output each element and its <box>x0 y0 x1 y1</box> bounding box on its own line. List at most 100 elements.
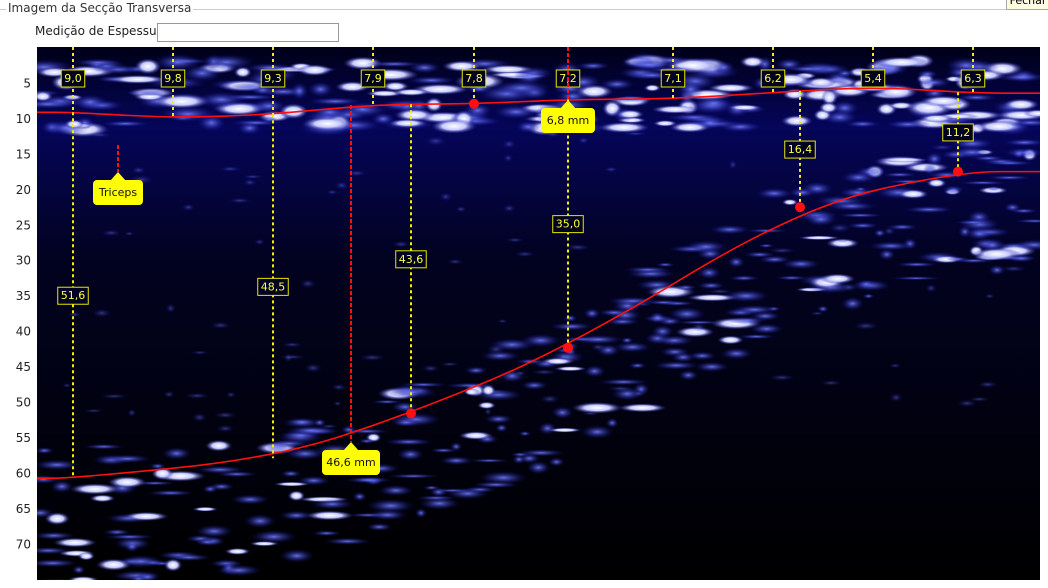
speckle <box>598 378 649 386</box>
callout-pointer <box>343 442 359 451</box>
speckle <box>804 212 837 227</box>
marker <box>469 98 479 109</box>
speckle <box>995 72 1040 83</box>
speckle <box>549 322 594 331</box>
speckle <box>161 447 192 460</box>
speckle <box>250 530 297 544</box>
speckle <box>279 510 314 521</box>
speckle <box>365 60 424 68</box>
speckle <box>518 431 532 437</box>
speckle <box>284 353 293 363</box>
speckle <box>147 489 195 497</box>
callout-box <box>93 180 143 205</box>
speckle <box>77 552 95 561</box>
speckle <box>62 383 72 388</box>
speckle <box>268 439 310 448</box>
speckle <box>273 481 311 487</box>
speckle <box>696 248 724 260</box>
measure-label: 9,3 <box>264 72 282 85</box>
thickness-input[interactable] <box>157 23 339 42</box>
speckle <box>624 266 672 274</box>
speckle <box>241 174 264 179</box>
speckle <box>50 480 74 493</box>
close-button[interactable]: Fechar <box>1006 0 1048 10</box>
measure-label: 9,0 <box>64 72 82 85</box>
speckle <box>311 530 342 537</box>
speckle <box>358 354 386 361</box>
speckle <box>37 507 55 519</box>
speckle <box>101 229 122 237</box>
speckle <box>418 497 460 510</box>
speckle <box>828 223 852 233</box>
speckle <box>243 514 277 529</box>
speckle <box>287 490 306 502</box>
speckle <box>192 506 219 512</box>
speckle <box>820 380 842 386</box>
measure-label-box <box>760 69 786 88</box>
speckle <box>439 192 453 202</box>
speckle <box>890 276 942 281</box>
speckle <box>181 203 196 212</box>
speckle <box>882 226 896 236</box>
speckle <box>986 175 1032 181</box>
measure-label: 48,5 <box>261 280 286 293</box>
speckle <box>333 400 342 407</box>
speckle <box>968 396 991 402</box>
speckle <box>502 204 517 213</box>
speckle <box>310 498 354 510</box>
speckle <box>83 443 124 450</box>
speckle <box>946 256 970 262</box>
speckle <box>541 357 575 365</box>
speckle <box>651 105 700 114</box>
speckle <box>564 243 591 251</box>
speckle <box>37 578 77 580</box>
speckle <box>108 74 168 84</box>
speckle <box>219 166 241 172</box>
speckle <box>190 350 210 355</box>
speckle <box>758 243 775 248</box>
speckle <box>450 442 463 452</box>
speckle <box>717 335 744 345</box>
speckle <box>250 98 287 114</box>
measure-label: 6,2 <box>764 72 782 85</box>
speckle <box>213 411 238 419</box>
speckle <box>307 81 334 98</box>
speckle <box>916 69 938 79</box>
y-tick-label: 50 <box>16 396 31 410</box>
speckle <box>191 412 208 423</box>
measure-label-box <box>784 140 816 159</box>
speckle <box>384 438 433 446</box>
speckle <box>929 144 955 151</box>
speckle <box>158 106 217 123</box>
speckle <box>725 316 768 325</box>
speckle <box>512 454 526 465</box>
speckle <box>166 553 212 562</box>
speckle <box>221 93 279 101</box>
speckle <box>885 119 931 129</box>
speckle <box>324 537 371 545</box>
group-border <box>0 9 1048 10</box>
speckle <box>942 185 965 195</box>
speckle <box>152 94 211 109</box>
speckle <box>228 197 252 204</box>
speckle <box>520 380 548 390</box>
measure-label-box <box>160 69 186 88</box>
speckle <box>845 120 881 128</box>
speckle <box>758 255 791 264</box>
speckle <box>100 393 129 399</box>
speckle <box>722 289 770 303</box>
speckle <box>1023 109 1040 118</box>
measure-label-box <box>360 69 386 88</box>
speckle <box>697 281 726 290</box>
speckle <box>195 524 234 538</box>
speckle <box>628 362 647 369</box>
speckle <box>64 119 84 129</box>
speckle <box>104 454 151 463</box>
measure-label: 7,1 <box>664 72 682 85</box>
measure-label: 43,6 <box>399 253 424 266</box>
speckle <box>571 402 623 414</box>
speckle <box>551 406 574 419</box>
speckle <box>671 352 696 363</box>
measure-label-box <box>960 69 986 88</box>
speckle <box>590 343 607 352</box>
